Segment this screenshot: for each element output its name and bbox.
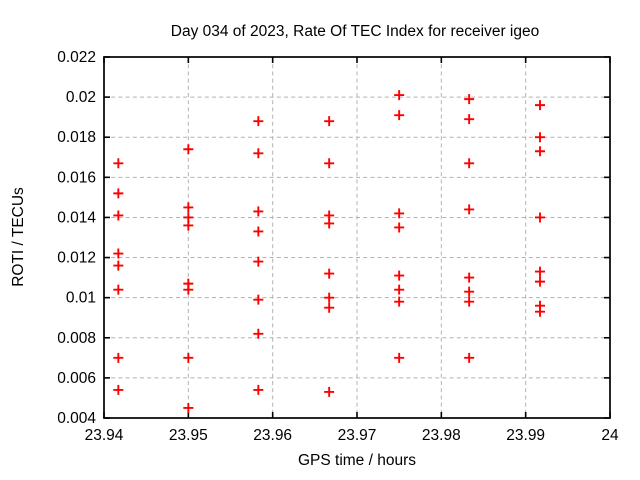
data-point — [394, 90, 405, 101]
data-point — [535, 132, 546, 143]
y-tick-label: 0.006 — [57, 370, 96, 387]
data-point — [324, 386, 335, 397]
data-point — [324, 302, 335, 313]
data-point — [324, 268, 335, 279]
tick-labels-layer: 23.94 23.95 23.96 23.97 23.98 23.99 24 0.004 0.0… — [57, 49, 619, 444]
data-point — [113, 284, 124, 295]
data-point — [324, 218, 335, 229]
data-points-layer — [113, 90, 546, 413]
data-point — [464, 272, 475, 283]
y-tick-label: 0.01 — [66, 290, 96, 307]
data-point — [464, 158, 475, 169]
data-point — [464, 286, 475, 297]
data-point — [253, 256, 264, 267]
data-point — [183, 144, 194, 155]
y-tick-label: 0.004 — [57, 410, 96, 427]
data-point — [394, 110, 405, 121]
data-point — [394, 208, 405, 219]
data-point — [324, 158, 335, 169]
data-point — [183, 202, 194, 213]
data-point — [113, 188, 124, 199]
data-point — [253, 384, 264, 395]
data-point — [535, 306, 546, 317]
data-point — [535, 212, 546, 223]
data-point — [535, 146, 546, 157]
y-axis-label: ROTI / TECUs — [10, 187, 27, 287]
grid-layer — [104, 57, 610, 418]
data-point — [253, 116, 264, 127]
data-point — [113, 210, 124, 221]
data-point — [394, 284, 405, 295]
data-point — [535, 266, 546, 277]
data-point — [394, 352, 405, 363]
data-point — [464, 114, 475, 125]
plot-border — [103, 56, 611, 419]
x-tick-label: 23.97 — [338, 427, 377, 444]
data-point — [253, 328, 264, 339]
data-point — [113, 352, 124, 363]
data-point — [324, 292, 335, 303]
data-point — [394, 270, 405, 281]
data-point — [464, 94, 475, 105]
data-point — [253, 206, 264, 217]
data-point — [535, 100, 546, 111]
x-tick-label: 23.98 — [422, 427, 461, 444]
y-tick-label: 0.02 — [66, 89, 96, 106]
data-point — [394, 222, 405, 233]
x-tick-label: 24 — [601, 427, 619, 444]
chart-title: Day 034 of 2023, Rate Of TEC Index for r… — [171, 23, 539, 40]
y-tick-label: 0.018 — [57, 129, 96, 146]
y-tick-label: 0.008 — [57, 330, 96, 347]
data-point — [324, 116, 335, 127]
data-point — [183, 402, 194, 413]
data-point — [253, 226, 264, 237]
x-axis-label: GPS time / hours — [298, 452, 416, 469]
plot-border-layer — [103, 56, 611, 419]
data-point — [253, 294, 264, 305]
x-tick-label: 23.94 — [85, 427, 124, 444]
y-tick-label: 0.012 — [57, 250, 96, 267]
data-point — [394, 296, 405, 307]
data-point — [464, 204, 475, 215]
data-point — [464, 352, 475, 363]
data-point — [183, 284, 194, 295]
data-point — [113, 158, 124, 169]
y-tick-label: 0.022 — [57, 49, 96, 66]
x-tick-label: 23.96 — [253, 427, 292, 444]
data-point — [464, 296, 475, 307]
data-point — [183, 352, 194, 363]
data-point — [113, 260, 124, 271]
data-point — [183, 220, 194, 231]
y-tick-label: 0.014 — [57, 209, 96, 226]
y-tick-label: 0.016 — [57, 169, 96, 186]
data-point — [535, 276, 546, 287]
x-tick-label: 23.95 — [169, 427, 208, 444]
x-tick-label: 23.99 — [506, 427, 545, 444]
data-point — [113, 248, 124, 259]
data-point — [113, 384, 124, 395]
data-point — [253, 148, 264, 159]
